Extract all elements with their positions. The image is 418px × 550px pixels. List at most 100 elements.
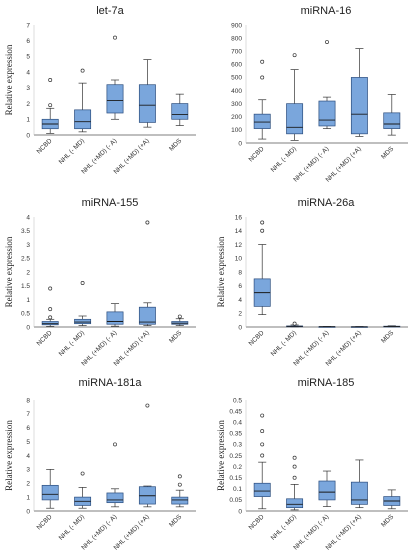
box-iqr xyxy=(318,100,336,127)
box-iqr xyxy=(74,109,92,130)
outlier-point xyxy=(80,471,85,476)
y-tick-label: 600 xyxy=(231,62,242,69)
y-tick-label: 0 xyxy=(238,508,242,515)
box-0 xyxy=(41,286,59,327)
x-category-label: MDS xyxy=(380,329,396,345)
box-4 xyxy=(383,489,401,510)
box-iqr xyxy=(350,77,368,135)
y-tick-label: 12 xyxy=(235,242,243,249)
box-2 xyxy=(318,326,336,328)
y-tick-label: 0 xyxy=(238,324,242,331)
y-tick-label: 0 xyxy=(26,132,30,139)
x-category-label: NHL (- MD) xyxy=(270,513,298,541)
box-4 xyxy=(171,314,189,326)
y-tick-label: 2 xyxy=(26,481,30,488)
y-tick-label: 0 xyxy=(26,324,30,331)
box-iqr xyxy=(318,480,336,501)
box-1 xyxy=(74,281,92,326)
y-tick-label: 0.1 xyxy=(233,486,242,493)
x-category-label: NHL (+MD) (+A) xyxy=(113,329,151,367)
x-category-label: NHL (+MD) (+A) xyxy=(325,145,363,183)
x-category-label: NHL (- MD) xyxy=(58,137,86,165)
x-category-label: NCBD xyxy=(248,329,266,347)
y-tick-label: 3 xyxy=(26,467,30,474)
box-4 xyxy=(171,474,189,508)
box-0 xyxy=(253,59,271,140)
outlier-point xyxy=(292,321,297,326)
y-tick-label: 0.15 xyxy=(229,475,242,482)
box-iqr xyxy=(106,84,124,114)
y-axis-label: Relative expression xyxy=(4,44,14,115)
box-1 xyxy=(74,471,92,509)
outlier-point xyxy=(113,35,117,40)
y-tick-label: 4 xyxy=(238,297,242,304)
outlier-point xyxy=(292,475,297,480)
x-category-label: NHL (+MD) (+A) xyxy=(113,513,151,550)
box-iqr xyxy=(253,113,271,129)
x-category-label: NHL (- MD) xyxy=(270,329,298,357)
box-iqr xyxy=(74,318,92,325)
x-category-label: NCBD xyxy=(36,329,54,347)
x-category-label: NHL (+MD) (+A) xyxy=(113,137,151,175)
y-axis-label: Relative expression xyxy=(216,420,226,491)
outlier-point xyxy=(260,75,265,80)
y-tick-label: 2 xyxy=(26,269,30,276)
box-2 xyxy=(106,442,124,508)
y-tick-label: 700 xyxy=(231,49,242,56)
y-tick-label: 300 xyxy=(231,101,242,108)
box-iqr xyxy=(171,103,189,120)
box-3 xyxy=(138,403,156,508)
outlier-point xyxy=(292,464,297,469)
box-4 xyxy=(383,325,401,328)
y-tick-label: 4 xyxy=(26,214,30,221)
x-category-label: MDS xyxy=(380,145,396,161)
box-2 xyxy=(318,470,336,507)
x-category-label: NHL (- MD) xyxy=(270,145,298,173)
x-category-label: NCBD xyxy=(36,513,54,531)
box-0 xyxy=(41,469,59,509)
outlier-point xyxy=(145,220,150,225)
x-category-label: MDS xyxy=(380,513,396,529)
box-0 xyxy=(253,413,271,510)
box-4 xyxy=(171,93,189,126)
y-tick-label: 3 xyxy=(26,242,30,249)
box-iqr xyxy=(253,482,271,497)
outlier-point xyxy=(48,103,53,108)
chart-title: miRNA-26a xyxy=(298,197,356,209)
y-tick-label: 0 xyxy=(238,140,242,147)
y-tick-label: 0.05 xyxy=(229,497,242,504)
box-iqr xyxy=(350,481,368,505)
outlier-point xyxy=(113,442,117,447)
chart-title: miRNA-185 xyxy=(298,377,355,389)
box-iqr xyxy=(138,306,156,325)
box-iqr xyxy=(138,84,156,123)
y-tick-label: 4 xyxy=(26,453,30,460)
box-0 xyxy=(253,220,271,315)
outlier-point xyxy=(260,442,265,447)
box-3 xyxy=(138,220,156,326)
box-iqr xyxy=(41,484,59,501)
outlier-point xyxy=(177,482,182,487)
y-tick-label: 1 xyxy=(26,297,30,304)
chart-title: miRNA-181a xyxy=(79,377,143,389)
box-2 xyxy=(106,35,124,120)
outlier-point xyxy=(177,474,182,479)
outlier-point xyxy=(177,314,182,319)
box-3 xyxy=(350,48,368,137)
y-tick-label: 0.35 xyxy=(229,431,242,438)
box-2 xyxy=(106,303,124,327)
outlier-point xyxy=(260,453,265,458)
x-category-label: MDS xyxy=(168,329,184,345)
outlier-point xyxy=(260,228,265,233)
box-iqr xyxy=(41,321,59,326)
outlier-point xyxy=(260,220,265,225)
y-tick-label: 8 xyxy=(26,397,30,404)
chart-panel-1: miRNA-16 0 100 200 300 400 500 600 700 800 900 NCBD… xyxy=(231,5,408,184)
y-axis-label: Relative expression xyxy=(4,420,14,491)
box-iqr xyxy=(286,103,304,135)
y-tick-label: 0.2 xyxy=(233,464,242,471)
outlier-point xyxy=(48,315,53,320)
chart-panel-4: miRNA-181a Relative expression 0 1 2 3 4 5 6 7 8 NC… xyxy=(4,377,196,550)
